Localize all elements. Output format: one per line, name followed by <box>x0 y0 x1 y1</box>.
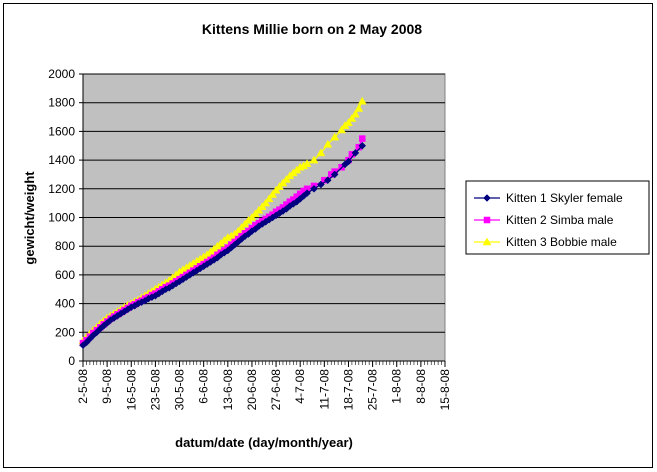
chart-title: Kittens Millie born on 2 May 2008 <box>202 21 422 37</box>
y-tick-label: 1600 <box>48 124 75 138</box>
x-tick-label: 25-7-08 <box>366 369 380 411</box>
legend-item: Kitten 2 Simba male <box>474 213 614 227</box>
y-tick-label: 0 <box>68 354 75 368</box>
x-tick-label: 15-8-08 <box>438 369 452 411</box>
data-point <box>483 194 491 202</box>
x-tick-label: 20-6-08 <box>245 369 259 411</box>
legend-item: Kitten 3 Bobbie male <box>474 235 617 249</box>
y-tick-label: 800 <box>55 239 75 253</box>
x-tick-label: 13-6-08 <box>221 369 235 411</box>
x-axis-title: datum/date (day/month/year) <box>175 435 353 450</box>
data-point <box>344 118 353 127</box>
data-point <box>264 194 274 203</box>
data-point <box>317 180 325 189</box>
y-tick-label: 1800 <box>48 96 75 110</box>
y-tick-label: 1000 <box>48 211 75 225</box>
gridlines <box>83 73 445 333</box>
data-point <box>323 139 333 148</box>
x-tick-label: 16-5-08 <box>124 369 138 411</box>
legend-label: Kitten 3 Bobbie male <box>506 235 617 249</box>
legend-item: Kitten 1 Skyler female <box>474 191 623 205</box>
data-point <box>303 189 311 197</box>
x-tick-label: 9-5-08 <box>100 369 114 404</box>
data-point <box>316 148 326 157</box>
data-point <box>268 190 278 198</box>
data-point <box>359 135 366 142</box>
data-point <box>344 157 353 166</box>
data-point <box>337 125 347 134</box>
data-point <box>482 237 492 246</box>
x-tick-label: 27-6-08 <box>269 369 283 411</box>
series-layer <box>78 96 367 350</box>
x-tick-label: 23-5-08 <box>148 369 162 411</box>
x-tick-label: 11-7-08 <box>317 369 331 410</box>
y-tick-label: 1400 <box>48 153 75 167</box>
data-point <box>351 149 360 157</box>
y-tick-label: 2000 <box>48 67 75 81</box>
data-point <box>323 176 332 185</box>
x-tick-label: 2-5-08 <box>76 369 90 404</box>
y-tick-label: 1200 <box>48 182 75 196</box>
data-point <box>309 155 319 164</box>
legend-label: Kitten 1 Skyler female <box>506 191 623 205</box>
data-point <box>330 132 340 141</box>
x-tick-label: 30-5-08 <box>173 369 187 411</box>
x-tick-label: 6-6-08 <box>197 369 211 404</box>
data-point <box>310 184 318 193</box>
data-point <box>354 103 364 112</box>
y-tick-label: 600 <box>55 268 75 282</box>
data-point <box>330 170 339 179</box>
y-tick-label: 200 <box>55 325 75 339</box>
series-1 <box>79 141 367 350</box>
x-tick-label: 18-7-08 <box>341 369 355 411</box>
data-point <box>358 141 367 150</box>
x-tick-label: 8-8-08 <box>414 369 428 404</box>
x-axis-ticks: 2-5-08 9-5-08 16-5-08 23-5-08 30-5-08 6-6-08 1… <box>76 361 452 410</box>
x-tick-label: 1-8-08 <box>390 369 404 404</box>
data-point <box>350 109 360 118</box>
y-tick-label: 400 <box>55 297 75 311</box>
data-point <box>347 113 357 122</box>
plot-area: 0 200 400 600 800 1000 1200 1400 1600 1800 2000 2-… <box>48 67 452 410</box>
y-axis-title: gewicht/weight <box>22 171 37 265</box>
legend-label: Kitten 2 Simba male <box>506 213 614 227</box>
data-point <box>357 96 367 105</box>
legend: Kitten 1 Skyler female Kitten 2 Simba mal… <box>465 180 650 255</box>
data-point <box>302 159 312 167</box>
y-axis-ticks: 0 200 400 600 800 1000 1200 1400 1600 1800 2000 <box>48 67 83 368</box>
x-tick-label: 4-7-08 <box>293 369 307 404</box>
data-point <box>483 216 491 224</box>
data-point <box>261 198 271 207</box>
